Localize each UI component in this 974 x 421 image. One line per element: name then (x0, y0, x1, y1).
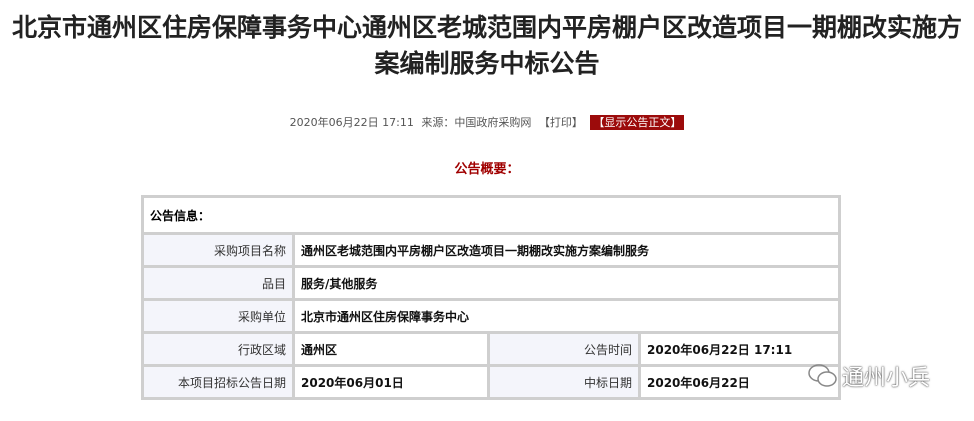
row-value: 2020年06月22日 (638, 364, 841, 400)
summary-heading: 公告概要： (454, 162, 520, 177)
table-row: 本项目招标公告日期 2020年06月01日 中标日期 2020年06月22日 (141, 364, 841, 400)
table-row: 品目 服务/其他服务 (141, 265, 841, 301)
row-label: 公告时间 (487, 331, 641, 367)
row-value: 北京市通州区住房保障事务中心 (292, 298, 841, 334)
row-label: 采购项目名称 (141, 232, 295, 268)
watermark: 通州小兵 (808, 360, 930, 392)
table-row: 行政区域 通州区 公告时间 2020年06月22日 17:11 (141, 331, 841, 367)
row-value: 通州区 (292, 331, 490, 367)
publish-datetime: 2020年06月22日 17:11 (289, 116, 414, 129)
table-row: 采购单位 北京市通州区住房保障事务中心 (141, 298, 841, 334)
info-table: 公告信息： 采购项目名称 通州区老城范围内平房棚户区改造项目一期棚改实施方案编制服… (141, 195, 841, 400)
row-value: 通州区老城范围内平房棚户区改造项目一期棚改实施方案编制服务 (292, 232, 841, 268)
row-value: 服务/其他服务 (292, 265, 841, 301)
meta-line: 2020年06月22日 17:11 来源：中国政府采购网 【打印】 【显示公告正… (0, 114, 974, 130)
row-label: 本项目招标公告日期 (141, 364, 295, 400)
show-text-button[interactable]: 【显示公告正文】 (590, 115, 685, 130)
row-label: 行政区域 (141, 331, 295, 367)
row-value: 2020年06月01日 (292, 364, 490, 400)
wechat-icon (808, 364, 837, 387)
table-header: 公告信息： (141, 195, 841, 235)
source: 来源：中国政府采购网 (421, 116, 532, 129)
row-value: 2020年06月22日 17:11 (638, 331, 841, 367)
table-row: 采购项目名称 通州区老城范围内平房棚户区改造项目一期棚改实施方案编制服务 (141, 232, 841, 268)
watermark-text: 通州小兵 (842, 366, 931, 391)
print-link[interactable]: 【打印】 (538, 116, 583, 129)
page-title: 北京市通州区住房保障事务中心通州区老城范围内平房棚户区改造项目一期棚改实施方案编… (11, 13, 962, 78)
row-label: 中标日期 (487, 364, 641, 400)
row-label: 采购单位 (141, 298, 295, 334)
row-label: 品目 (141, 265, 295, 301)
